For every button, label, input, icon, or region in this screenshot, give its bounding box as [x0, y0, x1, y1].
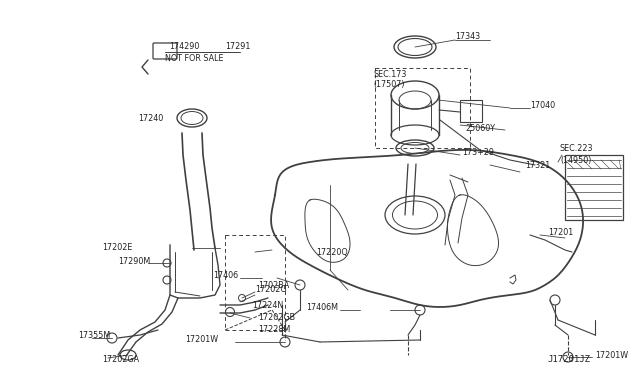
Text: 174290: 174290 — [169, 42, 200, 51]
Text: 17202GA: 17202GA — [102, 356, 139, 365]
Text: 17220Q: 17220Q — [316, 247, 348, 257]
Text: 17224N: 17224N — [252, 301, 284, 310]
Text: 17290M: 17290M — [118, 257, 150, 266]
Text: (14950): (14950) — [560, 155, 591, 164]
Text: 17321: 17321 — [525, 160, 550, 170]
Text: 17201W: 17201W — [185, 336, 218, 344]
Text: J17201JZ: J17201JZ — [547, 356, 590, 365]
Text: 25060Y: 25060Y — [465, 124, 495, 132]
Text: SEC.223: SEC.223 — [560, 144, 593, 153]
Text: 17201: 17201 — [548, 228, 573, 237]
Text: NOT FOR SALE: NOT FOR SALE — [165, 54, 223, 62]
Text: 17291: 17291 — [225, 42, 250, 51]
Text: 17406: 17406 — [213, 272, 238, 280]
Text: 17202GB: 17202GB — [258, 314, 295, 323]
Text: 17202G: 17202G — [255, 285, 287, 295]
Text: 17228M: 17228M — [258, 326, 291, 334]
Text: 17343: 17343 — [455, 32, 480, 41]
Text: 17202E: 17202E — [102, 244, 132, 253]
Text: 17406M: 17406M — [306, 304, 338, 312]
Text: SEC.173: SEC.173 — [373, 70, 406, 78]
Text: 173+29: 173+29 — [462, 148, 494, 157]
Text: 17355M: 17355M — [78, 330, 110, 340]
Text: 17040: 17040 — [530, 100, 555, 109]
Text: 17201W: 17201W — [595, 350, 628, 359]
Text: 17240: 17240 — [138, 113, 163, 122]
Text: 1702BA: 1702BA — [258, 280, 289, 289]
Text: (17507): (17507) — [373, 80, 404, 89]
